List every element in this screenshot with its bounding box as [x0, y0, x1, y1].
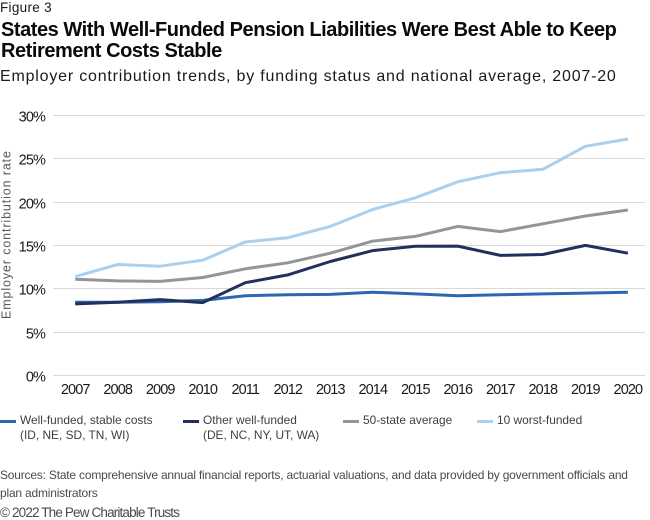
svg-text:30%: 30% [19, 110, 46, 126]
svg-text:2007: 2007 [61, 382, 90, 398]
svg-text:15%: 15% [19, 240, 46, 256]
svg-text:2008: 2008 [103, 382, 132, 398]
svg-text:0%: 0% [26, 370, 46, 386]
svg-text:2020: 2020 [614, 382, 643, 398]
svg-text:2009: 2009 [146, 382, 175, 398]
svg-text:20%: 20% [19, 197, 46, 213]
svg-text:2012: 2012 [273, 382, 302, 398]
svg-text:2017: 2017 [486, 382, 515, 398]
svg-text:2013: 2013 [316, 382, 345, 398]
svg-text:2018: 2018 [529, 382, 558, 398]
svg-text:2016: 2016 [443, 382, 472, 398]
svg-text:10%: 10% [19, 283, 46, 299]
svg-text:2011: 2011 [231, 382, 259, 398]
svg-text:2010: 2010 [188, 382, 217, 398]
svg-text:25%: 25% [19, 153, 46, 169]
svg-text:5%: 5% [26, 327, 46, 343]
svg-text:2014: 2014 [358, 382, 387, 398]
svg-text:Employer contribution rate: Employer contribution rate [0, 151, 14, 319]
svg-text:2019: 2019 [571, 382, 600, 398]
svg-text:2015: 2015 [401, 382, 430, 398]
